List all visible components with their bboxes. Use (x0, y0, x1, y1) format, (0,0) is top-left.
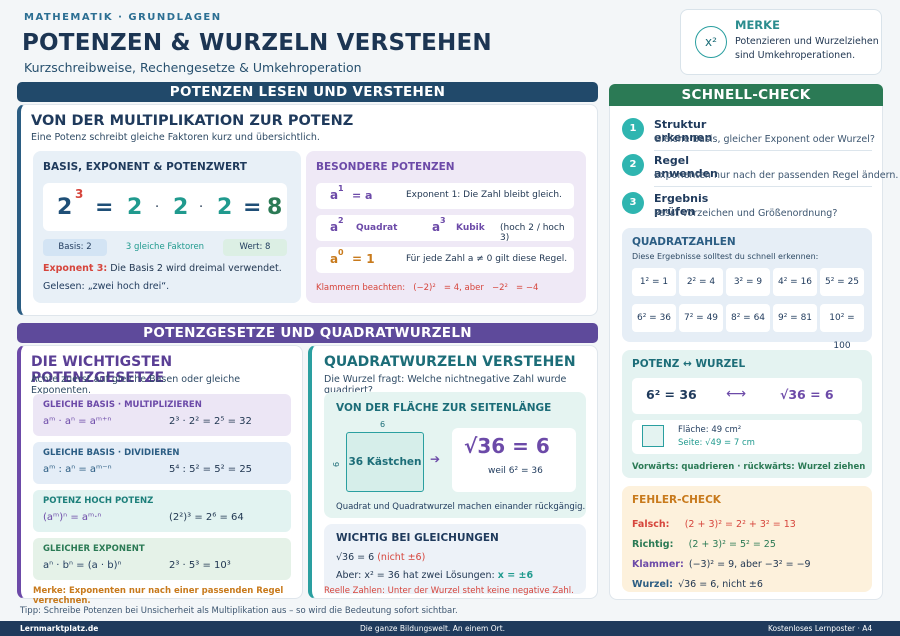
x-squared-icon: x² (695, 26, 727, 58)
quad-cell: 8² = 64 (726, 304, 770, 332)
quad-sub: Diese Ergebnisse solltest du schnell erk… (632, 252, 819, 261)
fehler-check-box: FEHLER-CHECK Falsch: (2 + 3)² = 2² + 3² … (622, 486, 872, 592)
merke-exponenten: Merke: Exponenten nur nach einer passend… (33, 586, 284, 606)
gleich-line-2: Aber: x² = 36 hat zwei Lösungen: x = ±6 (336, 570, 534, 581)
basis-box: BASIS, EXPONENT & POTENZWERT 2 3 = 2 · 2… (33, 151, 301, 303)
gleich-line-1: √36 = 6 (nicht ±6) (336, 552, 426, 563)
gesetze-subtext: Achte zuerst auf gleiche Basen oder glei… (31, 374, 241, 396)
gleichungen-box: WICHTIG BEI GLEICHUNGEN √36 = 6 (nicht ±… (324, 524, 586, 594)
besondere-title: BESONDERE POTENZEN (316, 161, 455, 173)
page-title: POTENZEN & WURZELN VERSTEHEN (22, 30, 492, 56)
panel-quadratwurzeln: QUADRATWURZELN VERSTEHEN Die Wurzel frag… (308, 345, 598, 599)
eq-equals-2: = (243, 195, 262, 220)
panel-potenzgesetze: DIE WICHTIGSTEN POTENZGESETZE Achte zuer… (17, 345, 303, 606)
fehler-falsch: Falsch: (2 + 3)² = 2² + 3² = 13 (632, 519, 796, 530)
row-exponent-0: a 0 = 1 Für jede Zahl a ≠ 0 gilt diese R… (316, 247, 574, 273)
eq-factor-1: 2 (127, 195, 143, 220)
tipp-text: Tipp: Schreibe Potenzen bei Unsicherheit… (20, 606, 458, 616)
eq-factor-2: 2 (173, 195, 189, 220)
quad-cell: 3² = 9 (726, 268, 770, 296)
pw-example: Fläche: 49 cm² Seite: √49 = 7 cm (632, 420, 862, 454)
quad-cell: 5² = 25 (820, 268, 864, 296)
schnell-check-panel: 1 Struktur erkennen Gleiche Basis, gleic… (609, 106, 898, 600)
panel-subtext: Eine Potenz schreibt gleiche Faktoren ku… (31, 132, 320, 143)
step-number: 3 (622, 192, 644, 214)
footer-bar: Lernmarktplatz.de Die ganze Bildungswelt… (0, 621, 900, 636)
fehler-klammer: Klammer: (−3)² = 9, aber −3² = −9 (632, 559, 811, 570)
quad-cell: 7² = 49 (679, 304, 723, 332)
power-equation: 2 3 = 2 · 2 · 2 = 8 (43, 183, 287, 231)
exponent-explanation: Exponent 3: Die Basis 2 wird dreimal ver… (43, 263, 282, 274)
kicker: MATHEMATIK · GRUNDLAGEN (24, 12, 222, 23)
pw-relation: 6² = 36 ⟷ √36 = 6 (632, 378, 862, 414)
double-arrow-icon: ⟷ (726, 386, 747, 402)
eq-equals: = (95, 195, 114, 220)
square-diagram: 36 Kästchen (346, 432, 424, 492)
root-result: √36 = 6 weil 6² = 36 (452, 428, 576, 492)
eq-exponent: 3 (75, 187, 84, 201)
quad-cell: 10² = 100 (820, 304, 864, 351)
law-multiplizieren: GLEICHE BASIS · MULTIPLIZIEREN aᵐ · aⁿ =… (33, 394, 291, 436)
chip-wert: Wert: 8 (223, 239, 287, 256)
law-potenz-hoch-potenz: POTENZ HOCH POTENZ (aᵐ)ⁿ = aᵐ·ⁿ (2²)³ = … (33, 490, 291, 532)
row-quadrat-kubik: a 2 Quadrat a 3 Kubik (hoch 2 / hoch 3) (316, 215, 574, 243)
arrow-right-icon: ➔ (430, 452, 441, 466)
fehler-wurzel: Wurzel: √36 = 6, nicht ±6 (632, 579, 763, 590)
flaeche-box: VON DER FLÄCHE ZUR SEITENLÄNGE 6 6 36 Kä… (324, 392, 586, 518)
quad-cell: 9² = 81 (773, 304, 817, 332)
wurzel-subtext: Die Wurzel fragt: Welche nichtnegative Z… (324, 374, 567, 396)
wurzel-heading: QUADRATWURZELN VERSTEHEN (324, 354, 576, 370)
gleich-title: WICHTIG BEI GLEICHUNGEN (336, 532, 499, 544)
fehler-title: FEHLER-CHECK (632, 494, 721, 506)
section-bar-potenzen: POTENZEN LESEN UND VERSTEHEN (17, 82, 598, 102)
fehler-richtig: Richtig: (2 + 3)² = 5² = 25 (632, 539, 776, 550)
page-subtitle: Kurzschreibweise, Rechengesetze & Umkehr… (24, 60, 362, 75)
footer-brand: Lernmarktplatz.de (20, 624, 99, 633)
chip-factors: 3 gleiche Faktoren (125, 242, 205, 252)
reelle-hinweis: Reelle Zahlen: Unter der Wurzel steht ke… (324, 586, 574, 596)
flaeche-title: VON DER FLÄCHE ZUR SEITENLÄNGE (336, 402, 552, 414)
quad-cell: 4² = 16 (773, 268, 817, 296)
panel-heading: VON DER MULTIPLIKATION ZUR POTENZ (31, 113, 354, 129)
eq-dot-2: · (199, 200, 204, 215)
side-left-label: 6 (332, 461, 342, 468)
eq-base: 2 (57, 195, 73, 220)
quad-cell: 6² = 36 (632, 304, 676, 332)
section-bar-schnell-check: SCHNELL-CHECK (609, 84, 883, 106)
kaestchen-label: 36 Kästchen (348, 456, 422, 468)
side-top-label: 6 (380, 420, 386, 429)
quad-cell: 2² = 4 (679, 268, 723, 296)
quadratzahlen-box: QUADRATZAHLEN Diese Ergebnisse solltest … (622, 228, 872, 351)
panel-multiplikation: VON DER MULTIPLIKATION ZUR POTENZ Eine P… (17, 104, 598, 316)
footer-label: Kostenloses Lernposter · A4 (768, 624, 873, 633)
square-icon (642, 425, 664, 447)
row-exponent-1: a 1 = a Exponent 1: Die Zahl bleibt glei… (316, 183, 574, 209)
eq-factor-3: 2 (217, 195, 233, 220)
footer-slogan: Die ganze Bildungswelt. An einem Ort. (360, 624, 506, 633)
potenz-wurzel-box: POTENZ ↔ WURZEL 6² = 36 ⟷ √36 = 6 Fläche… (622, 350, 872, 478)
merke-title: MERKE (735, 18, 780, 32)
klammer-hinweis: Klammern beachten: (−2)² = 4, aber −2² =… (316, 283, 539, 293)
pw-title: POTENZ ↔ WURZEL (632, 358, 746, 370)
divider (654, 186, 872, 187)
flaeche-note: Quadrat und Quadratwurzel machen einande… (336, 502, 586, 512)
law-gleicher-exponent: GLEICHER EXPONENT aⁿ · bⁿ = (a · b)ⁿ 2³ … (33, 538, 291, 580)
law-dividieren: GLEICHE BASIS · DIVIDIEREN aᵐ : aⁿ = aᵐ⁻… (33, 442, 291, 484)
quad-cell: 1² = 1 (632, 268, 676, 296)
merke-text: Potenzieren und Wurzelziehen sind Umkehr… (735, 36, 879, 61)
divider (654, 150, 872, 151)
chip-basis: Basis: 2 (43, 239, 107, 256)
eq-dot-1: · (155, 200, 160, 215)
section-bar-potenzgesetze: POTENZGESETZE UND QUADRATWURZELN (17, 323, 598, 343)
step-number: 1 (622, 118, 644, 140)
step-number: 2 (622, 154, 644, 176)
besondere-potenzen-box: BESONDERE POTENZEN a 1 = a Exponent 1: D… (306, 151, 586, 303)
basis-title: BASIS, EXPONENT & POTENZWERT (43, 161, 247, 173)
gelesen-text: Gelesen: „zwei hoch drei“. (43, 281, 170, 292)
merke-box: x² MERKE Potenzieren und Wurzelziehen si… (680, 9, 882, 75)
quad-title: QUADRATZAHLEN (632, 236, 736, 248)
pw-note: Vorwärts: quadrieren · rückwärts: Wurzel… (632, 462, 866, 472)
eq-result: 8 (267, 195, 283, 220)
gesetze-heading: DIE WICHTIGSTEN POTENZGESETZE (31, 354, 173, 386)
